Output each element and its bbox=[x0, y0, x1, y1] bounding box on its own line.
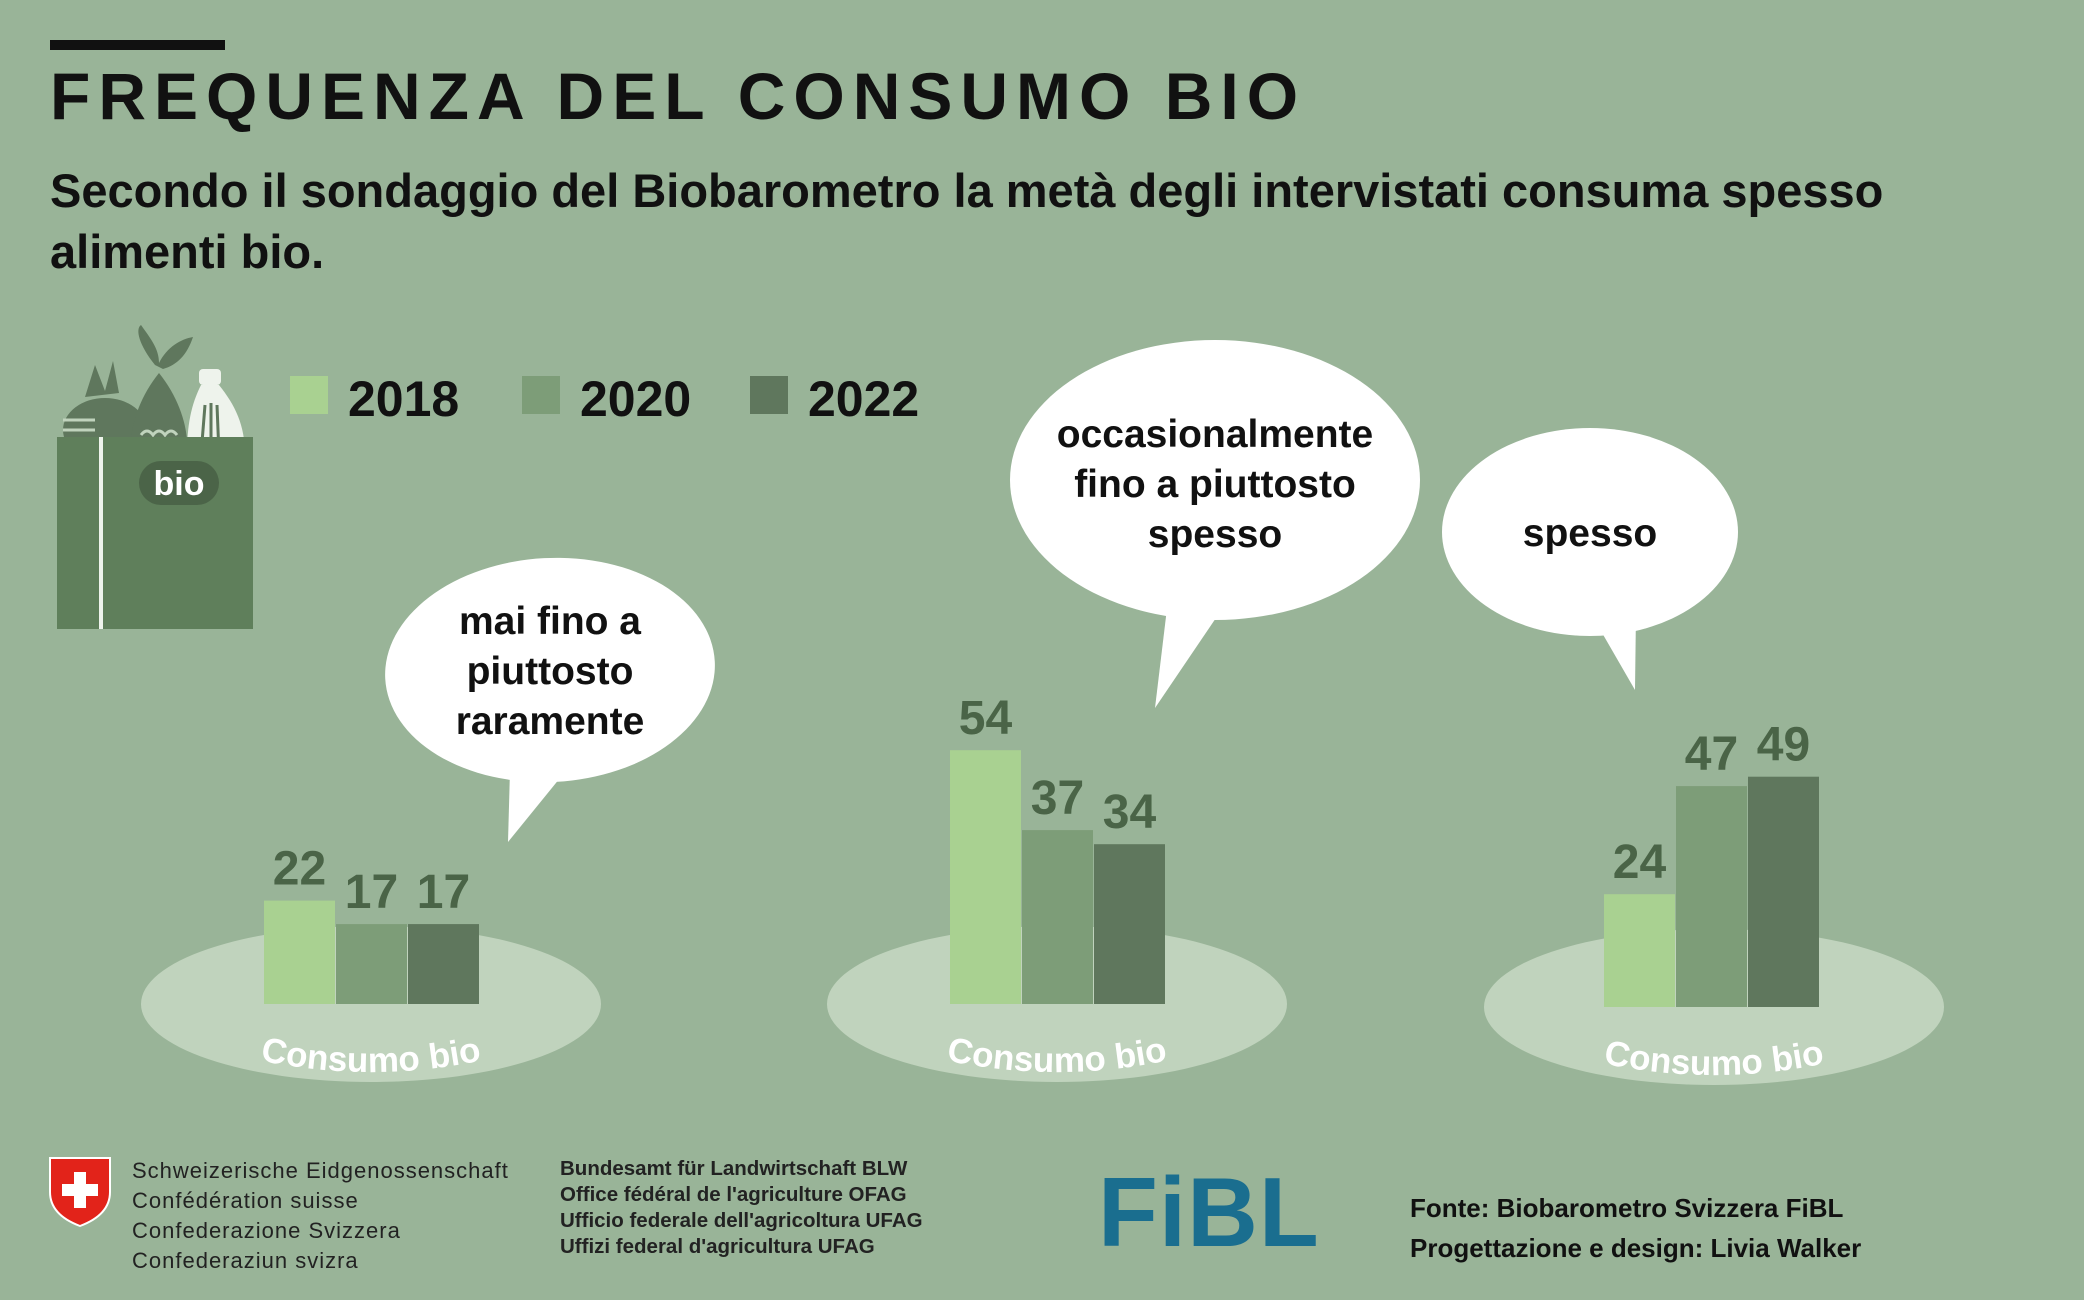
title-accent-bar bbox=[50, 40, 225, 50]
data-label: 54 bbox=[959, 692, 1013, 745]
source-credit: Fonte: Biobarometro Svizzera FiBL bbox=[1410, 1193, 1844, 1223]
legend-label-2020: 2020 bbox=[580, 371, 692, 427]
bubble-text-2: spesso bbox=[1522, 512, 1658, 555]
blw-line: Bundesamt für Landwirtschaft BLW bbox=[560, 1157, 908, 1180]
bubble-text-0: mai fino a piuttosto raramente bbox=[455, 600, 645, 743]
fibl-logo: FiBL bbox=[1098, 1157, 1320, 1267]
bar-2018-group-2 bbox=[1604, 894, 1675, 1007]
data-label: 17 bbox=[417, 866, 470, 919]
bar-2018-group-1 bbox=[950, 750, 1021, 1004]
legend-label-2018: 2018 bbox=[348, 371, 460, 427]
swiss-flag-icon bbox=[49, 1157, 111, 1228]
blw-line: Uffizi federal d'agricultura UFAG bbox=[560, 1235, 875, 1258]
bar-2022-group-2 bbox=[1748, 776, 1819, 1007]
speech-bubble bbox=[385, 557, 715, 783]
speech-bubble-tail bbox=[1155, 600, 1220, 708]
speech-bubble bbox=[1442, 428, 1738, 636]
shopping-bag-icon: bio bbox=[57, 325, 253, 629]
speech-bubble-tail bbox=[508, 770, 560, 842]
legend-swatch-2020 bbox=[522, 376, 560, 414]
data-label: 34 bbox=[1103, 786, 1157, 839]
speech-bubble bbox=[1010, 340, 1420, 620]
data-label: 37 bbox=[1031, 772, 1084, 825]
ch-line: Confederazione Svizzera bbox=[132, 1218, 401, 1243]
page-title: FREQUENZA DEL CONSUMO BIO bbox=[50, 59, 1307, 133]
data-label: 49 bbox=[1757, 719, 1810, 772]
legend-swatch-2022 bbox=[750, 376, 788, 414]
bar-2020-group-2 bbox=[1676, 786, 1747, 1007]
swiss-confederation-text: Schweizerische Eidgenossenschaft Confédé… bbox=[132, 1156, 509, 1276]
legend-label-2022: 2022 bbox=[808, 371, 920, 427]
ch-line: Confederaziun svizra bbox=[132, 1248, 359, 1273]
data-label: 17 bbox=[345, 866, 398, 919]
blw-office-text: Bundesamt für Landwirtschaft BLW Office … bbox=[560, 1156, 923, 1260]
bar-2020-group-0 bbox=[336, 924, 407, 1004]
legend-swatch-2018 bbox=[290, 376, 328, 414]
bar-2022-group-0 bbox=[408, 924, 479, 1004]
ch-line: Schweizerische Eidgenossenschaft bbox=[132, 1158, 509, 1183]
data-label: 24 bbox=[1613, 836, 1667, 889]
credits: Fonte: Biobarometro Svizzera FiBL Proget… bbox=[1410, 1188, 1861, 1268]
bar-2022-group-1 bbox=[1094, 844, 1165, 1004]
data-label: 47 bbox=[1685, 728, 1738, 781]
blw-line: Office fédéral de l'agriculture OFAG bbox=[560, 1183, 907, 1206]
bag-bio-label: bio bbox=[154, 465, 205, 503]
bubble-text-1: occasionalmente fino a piuttosto spesso bbox=[1056, 413, 1374, 556]
bar-2020-group-1 bbox=[1022, 830, 1093, 1004]
blw-line: Ufficio federale dell'agricoltura UFAG bbox=[560, 1209, 923, 1232]
ch-line: Confédération suisse bbox=[132, 1188, 359, 1213]
bar-2018-group-0 bbox=[264, 900, 335, 1004]
page-subtitle: Secondo il sondaggio del Biobarometro la… bbox=[50, 164, 1884, 278]
data-label: 22 bbox=[273, 843, 326, 896]
design-credit: Progettazione e design: Livia Walker bbox=[1410, 1233, 1862, 1263]
